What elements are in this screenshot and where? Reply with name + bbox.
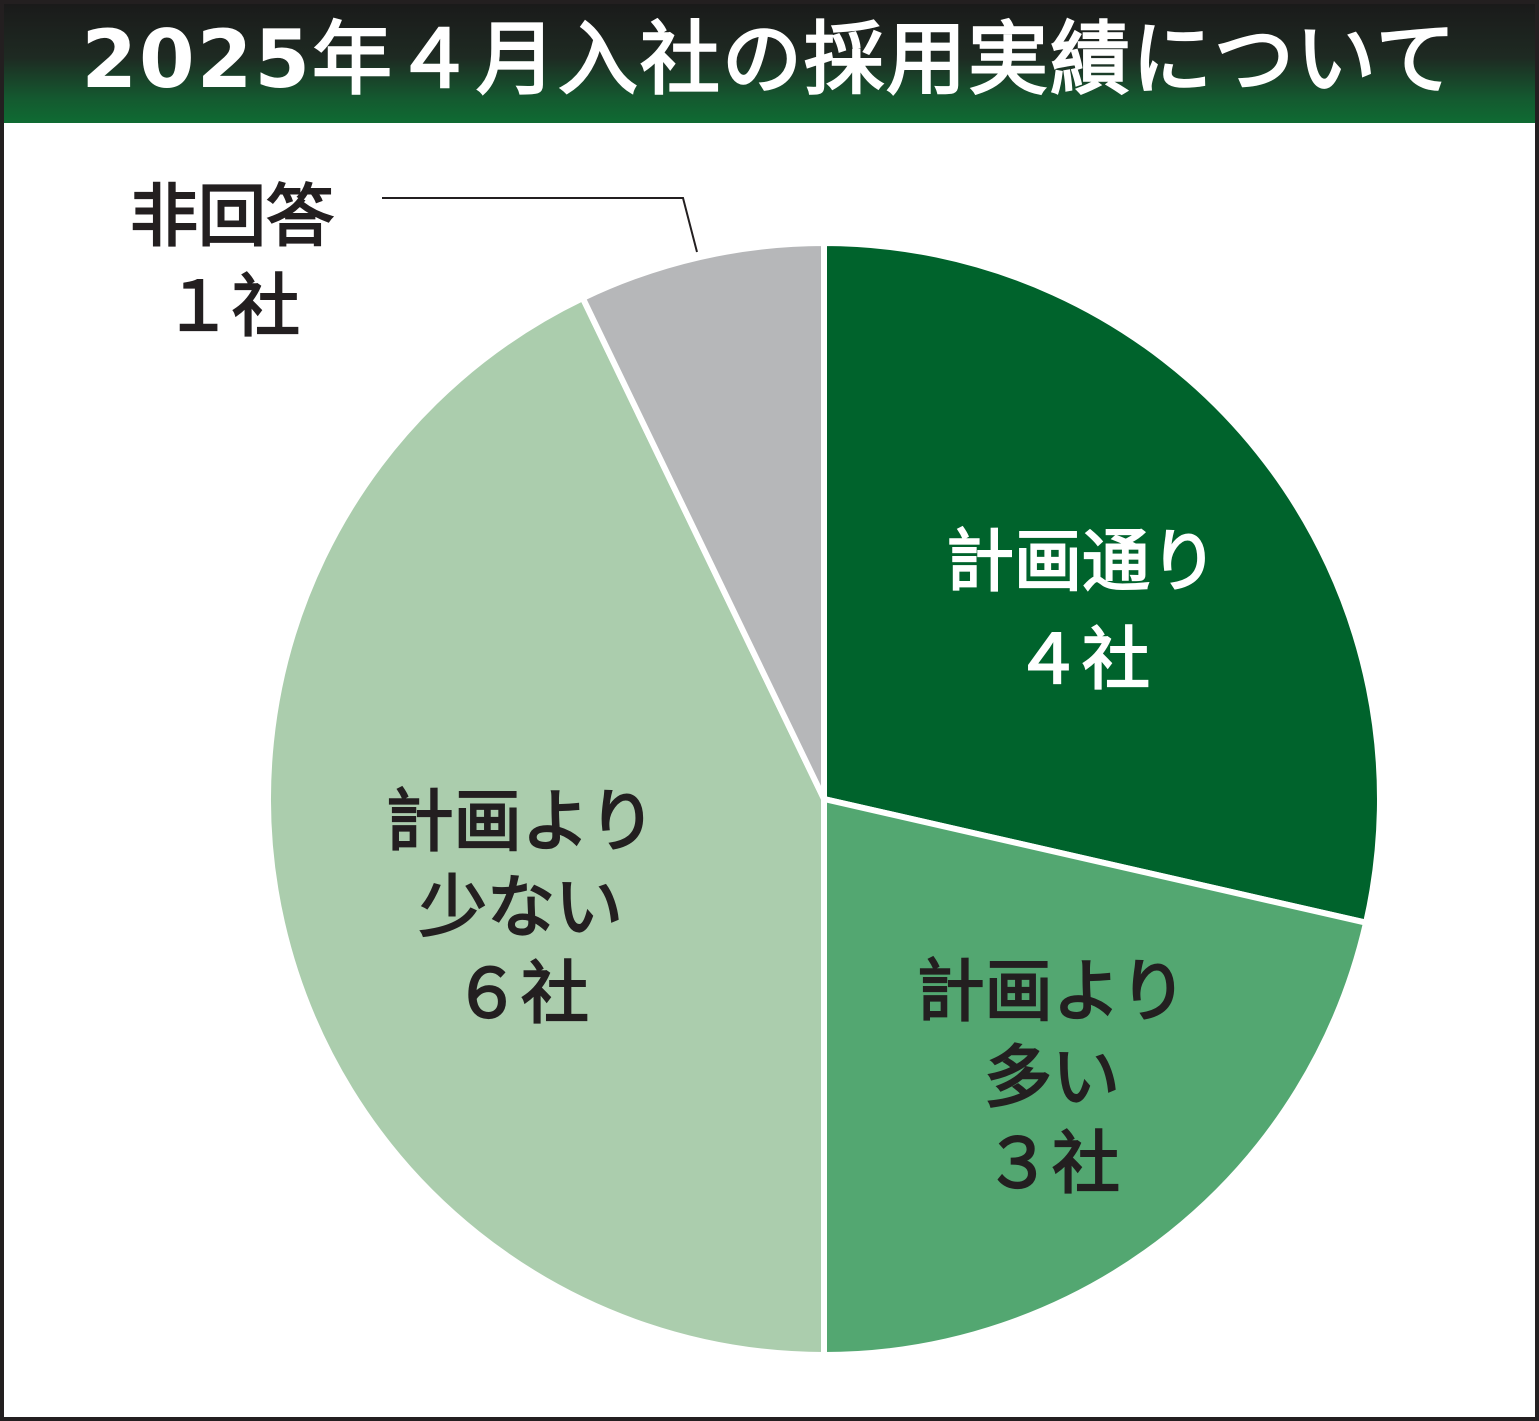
slice-label-4: 非回答 １社 — [130, 178, 335, 347]
pie-slice-2 — [821, 796, 1370, 1358]
leader-line — [382, 197, 698, 253]
slice-label-line: ３社 — [984, 1125, 1120, 1204]
slice-label-line: 計画通り — [946, 523, 1218, 602]
slice-label-line: 計画より — [386, 783, 657, 862]
slice-label-line: 少ない — [419, 869, 623, 948]
slice-label-2: 計画より多い３社 — [917, 953, 1188, 1204]
slice-label-3: 計画より少ない６社 — [386, 783, 657, 1034]
pie-slice-4 — [579, 240, 827, 802]
chart-title: 2025年４月入社の採用実績について — [81, 13, 1458, 106]
pie-slices — [265, 240, 1383, 1358]
pie-slice-3 — [265, 295, 827, 1358]
slice-label-line: ４社 — [1014, 621, 1150, 700]
slice-label-1: 計画通り ４社 — [946, 523, 1218, 700]
slice-label-line: １社 — [164, 268, 300, 347]
title-bar: 2025年４月入社の採用実績について — [4, 4, 1535, 123]
slice-label-line: 多い — [984, 1039, 1120, 1118]
slice-label-line: 非回答 — [130, 178, 335, 257]
slice-label-line: ６社 — [453, 955, 589, 1034]
pie-slice-1 — [821, 240, 1383, 926]
slice-label-line: 計画より — [917, 953, 1188, 1032]
